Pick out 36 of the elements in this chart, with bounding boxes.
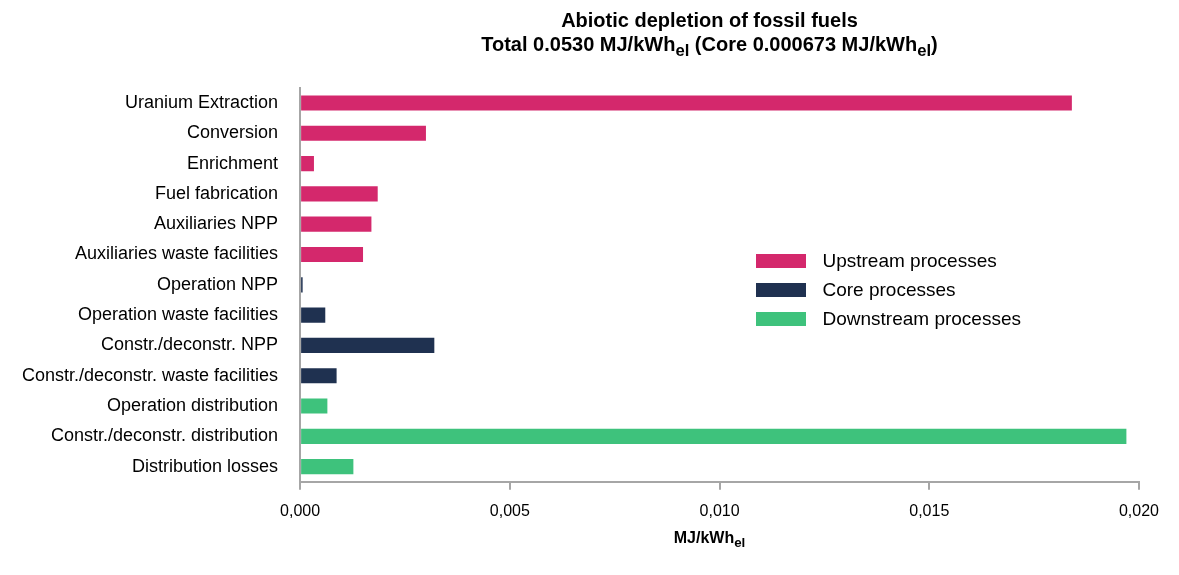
chart-subtitle: Total 0.0530 MJ/kWh$_{el}$ (Core 0.000673 MJ/kWh$_{el}$) (480, 32, 939, 62)
y-tick-label: Auxiliaries waste facilities (75, 243, 279, 264)
legend-label: Upstream processes (822, 249, 997, 272)
x-tick-label: 0,000 (280, 501, 321, 519)
y-tick-label: Operation waste facilities (78, 304, 279, 325)
y-tick-label: Distribution losses (132, 455, 279, 476)
bar (301, 368, 337, 384)
x-tick-label: 0,010 (699, 501, 740, 519)
bar (301, 428, 1127, 444)
bar (301, 155, 314, 172)
y-tick-label: Constr./deconstr. distribution (50, 425, 279, 446)
bar (301, 216, 372, 232)
chart-title: Abiotic depletion of fossil fuels (560, 8, 859, 32)
x-tick-label: 0,015 (909, 501, 950, 519)
bar (301, 125, 426, 141)
y-tick-label: Operation distribution (107, 395, 279, 415)
y-tick-label: Fuel fabrication (155, 182, 279, 203)
x-tick-label: 0,005 (489, 501, 530, 519)
bar (301, 186, 378, 202)
legend-label: Core processes (822, 278, 956, 301)
y-tick-label: Uranium Extraction (125, 91, 279, 112)
bar (301, 95, 1072, 111)
x-axis-title: MJ/kWh$_{el}$ (672, 529, 747, 551)
bar (301, 337, 435, 353)
y-tick-label: Operation NPP (157, 273, 279, 294)
bar (301, 307, 326, 323)
x-tick-label: 0,020 (1118, 501, 1160, 519)
bar (301, 398, 328, 414)
bar (301, 459, 354, 475)
y-tick-label: Auxiliaries NPP (154, 213, 279, 234)
y-tick-label: Enrichment (187, 152, 279, 173)
y-tick-label: Constr./deconstr. waste facilities (21, 364, 279, 385)
bar (301, 246, 364, 263)
legend-label: Downstream processes (822, 307, 1021, 330)
y-tick-label: Constr./deconstr. NPP (101, 334, 279, 355)
y-tick-label: Conversion (187, 122, 279, 143)
